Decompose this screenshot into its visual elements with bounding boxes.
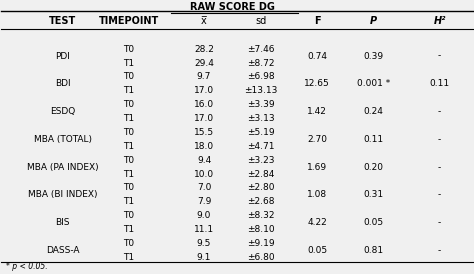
Text: MBA (BI INDEX): MBA (BI INDEX) <box>28 190 97 199</box>
Text: 0.39: 0.39 <box>364 52 384 61</box>
Text: ±4.71: ±4.71 <box>247 142 274 151</box>
Text: 12.65: 12.65 <box>304 79 330 89</box>
Text: ±6.80: ±6.80 <box>247 253 274 262</box>
Text: ±9.19: ±9.19 <box>247 239 274 248</box>
Text: TEST: TEST <box>49 16 76 26</box>
Text: 29.4: 29.4 <box>194 59 214 68</box>
Text: 15.5: 15.5 <box>194 128 214 137</box>
Text: 0.24: 0.24 <box>364 107 383 116</box>
Text: 9.1: 9.1 <box>197 253 211 262</box>
Text: P: P <box>370 16 377 26</box>
Text: -: - <box>438 52 441 61</box>
Text: ±5.19: ±5.19 <box>247 128 274 137</box>
Text: 9.4: 9.4 <box>197 156 211 165</box>
Text: T1: T1 <box>123 114 134 123</box>
Text: MBA (PA INDEX): MBA (PA INDEX) <box>27 163 99 172</box>
Text: ±13.13: ±13.13 <box>244 86 277 95</box>
Text: T0: T0 <box>123 211 134 220</box>
Text: MBA (TOTAL): MBA (TOTAL) <box>34 135 91 144</box>
Text: T0: T0 <box>123 72 134 81</box>
Text: 0.74: 0.74 <box>307 52 327 61</box>
Text: ±3.23: ±3.23 <box>247 156 274 165</box>
Text: 9.5: 9.5 <box>197 239 211 248</box>
Text: ±3.39: ±3.39 <box>247 100 274 109</box>
Text: 1.42: 1.42 <box>307 107 327 116</box>
Text: T1: T1 <box>123 170 134 179</box>
Text: x̅: x̅ <box>201 16 207 26</box>
Text: TIMEPOINT: TIMEPOINT <box>99 16 159 26</box>
Text: ±7.46: ±7.46 <box>247 45 274 54</box>
Text: T0: T0 <box>123 156 134 165</box>
Text: 7.9: 7.9 <box>197 197 211 206</box>
Text: PDI: PDI <box>55 52 70 61</box>
Text: 1.69: 1.69 <box>307 163 327 172</box>
Text: T1: T1 <box>123 86 134 95</box>
Text: 17.0: 17.0 <box>194 86 214 95</box>
Text: T0: T0 <box>123 183 134 192</box>
Text: 0.05: 0.05 <box>307 246 327 255</box>
Text: 0.05: 0.05 <box>364 218 384 227</box>
Text: ±8.32: ±8.32 <box>247 211 274 220</box>
Text: H²: H² <box>433 16 446 26</box>
Text: ±2.84: ±2.84 <box>247 170 274 179</box>
Text: -: - <box>438 163 441 172</box>
Text: -: - <box>438 135 441 144</box>
Text: 10.0: 10.0 <box>194 170 214 179</box>
Text: 11.1: 11.1 <box>194 225 214 234</box>
Text: -: - <box>438 246 441 255</box>
Text: 17.0: 17.0 <box>194 114 214 123</box>
Text: T0: T0 <box>123 100 134 109</box>
Text: ±6.98: ±6.98 <box>247 72 274 81</box>
Text: 0.001 *: 0.001 * <box>357 79 390 89</box>
Text: T1: T1 <box>123 225 134 234</box>
Text: * p < 0.05.: * p < 0.05. <box>6 262 48 272</box>
Text: BDI: BDI <box>55 79 71 89</box>
Text: 4.22: 4.22 <box>307 218 327 227</box>
Text: -: - <box>438 218 441 227</box>
Text: RAW SCORE DG: RAW SCORE DG <box>190 2 275 12</box>
Text: sd: sd <box>255 16 266 26</box>
Text: 1.08: 1.08 <box>307 190 327 199</box>
Text: 0.20: 0.20 <box>364 163 383 172</box>
Text: T1: T1 <box>123 59 134 68</box>
Text: 2.70: 2.70 <box>307 135 327 144</box>
Text: F: F <box>314 16 320 26</box>
Text: T1: T1 <box>123 197 134 206</box>
Text: ±2.80: ±2.80 <box>247 183 274 192</box>
Text: 0.11: 0.11 <box>429 79 450 89</box>
Text: 9.0: 9.0 <box>197 211 211 220</box>
Text: 0.81: 0.81 <box>364 246 384 255</box>
Text: 0.11: 0.11 <box>364 135 384 144</box>
Text: 0.31: 0.31 <box>364 190 384 199</box>
Text: 28.2: 28.2 <box>194 45 214 54</box>
Text: ESDQ: ESDQ <box>50 107 75 116</box>
Text: 16.0: 16.0 <box>194 100 214 109</box>
Text: -: - <box>438 107 441 116</box>
Text: T0: T0 <box>123 45 134 54</box>
Text: ±8.72: ±8.72 <box>247 59 274 68</box>
Text: -: - <box>438 190 441 199</box>
Text: T0: T0 <box>123 128 134 137</box>
Text: DASS-A: DASS-A <box>46 246 80 255</box>
Text: BIS: BIS <box>55 218 70 227</box>
Text: ±8.10: ±8.10 <box>247 225 274 234</box>
Text: 18.0: 18.0 <box>194 142 214 151</box>
Text: 9.7: 9.7 <box>197 72 211 81</box>
Text: T1: T1 <box>123 253 134 262</box>
Text: T0: T0 <box>123 239 134 248</box>
Text: T1: T1 <box>123 142 134 151</box>
Text: 7.0: 7.0 <box>197 183 211 192</box>
Text: ±2.68: ±2.68 <box>247 197 274 206</box>
Text: ±3.13: ±3.13 <box>247 114 274 123</box>
